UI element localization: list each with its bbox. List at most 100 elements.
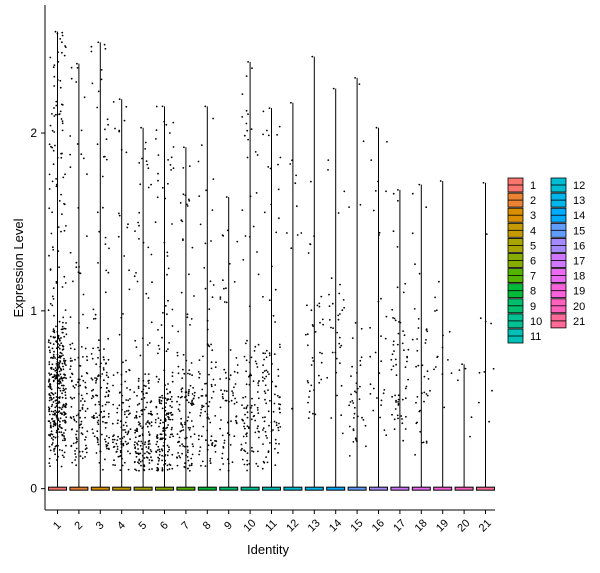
data-point [116, 445, 119, 448]
data-point [176, 433, 179, 435]
data-point [224, 371, 227, 374]
data-point [48, 173, 51, 176]
data-point [58, 362, 61, 365]
data-point [243, 425, 245, 428]
data-point [91, 389, 93, 392]
data-point [470, 416, 473, 419]
data-point [61, 104, 64, 106]
data-point [187, 426, 190, 429]
data-point [49, 449, 52, 452]
data-point [53, 331, 56, 334]
data-point [91, 416, 93, 418]
data-point [124, 411, 126, 413]
data-point [135, 414, 138, 417]
data-point [60, 156, 63, 159]
data-point [50, 388, 53, 391]
data-point [171, 406, 173, 409]
data-point [320, 361, 323, 364]
data-point [51, 398, 53, 401]
data-point [236, 240, 239, 243]
data-point [57, 419, 60, 422]
data-point [296, 234, 299, 236]
data-point [233, 370, 236, 373]
data-point [64, 394, 67, 396]
data-point [73, 419, 76, 422]
data-point [212, 378, 215, 381]
data-point [189, 427, 192, 429]
data-point [254, 151, 257, 153]
data-point [187, 401, 190, 404]
data-point [92, 308, 95, 311]
data-point [108, 436, 110, 439]
data-point [411, 192, 414, 195]
data-point [64, 404, 67, 407]
data-point [205, 189, 208, 192]
data-point [55, 104, 58, 107]
data-point [151, 468, 153, 470]
data-point [183, 372, 186, 375]
data-point [210, 343, 213, 346]
data-point [126, 387, 128, 389]
data-point [201, 404, 204, 407]
data-point [50, 405, 53, 408]
data-point [137, 440, 140, 443]
data-point [358, 83, 361, 85]
data-point [184, 423, 186, 426]
data-point [267, 166, 270, 168]
data-point [337, 318, 340, 321]
data-point [404, 366, 407, 368]
data-point [119, 469, 122, 471]
data-point [124, 380, 126, 383]
data-point [162, 427, 165, 430]
data-point [49, 397, 51, 399]
data-point [245, 370, 248, 373]
data-point [157, 344, 160, 347]
data-point [63, 203, 66, 206]
data-point [56, 365, 58, 367]
data-point [57, 455, 59, 458]
data-point [59, 412, 62, 414]
data-point [263, 358, 265, 361]
data-point [134, 416, 136, 419]
data-point [421, 364, 424, 367]
data-point [414, 453, 416, 456]
data-point [62, 419, 64, 422]
data-point [246, 459, 249, 462]
data-point [396, 246, 399, 248]
data-point [54, 357, 56, 359]
data-point [128, 269, 131, 272]
data-point [169, 398, 172, 401]
data-point [359, 385, 361, 388]
data-point [117, 435, 119, 438]
data-point [59, 420, 61, 423]
data-point [158, 454, 161, 456]
data-point [380, 404, 382, 406]
data-point [390, 368, 393, 371]
data-point [64, 374, 66, 376]
data-point [395, 399, 397, 402]
data-point [159, 419, 162, 422]
data-point [219, 427, 222, 430]
data-point [186, 399, 189, 402]
data-point [72, 415, 75, 418]
data-point [244, 450, 247, 453]
data-point [100, 69, 103, 71]
data-point [105, 158, 108, 161]
data-point [60, 337, 62, 339]
data-point [311, 324, 314, 326]
data-point [95, 452, 98, 454]
data-point [241, 458, 244, 461]
x-tick-label: 17 [391, 517, 408, 534]
data-point [60, 465, 63, 468]
data-point [225, 196, 228, 198]
data-point [134, 436, 137, 439]
data-point [60, 431, 63, 434]
data-point [222, 463, 225, 465]
data-point [206, 413, 209, 416]
data-point [165, 123, 168, 126]
data-point [189, 435, 192, 438]
data-point [181, 424, 184, 426]
data-point [187, 416, 190, 418]
data-point [171, 380, 174, 383]
data-point [106, 444, 109, 447]
